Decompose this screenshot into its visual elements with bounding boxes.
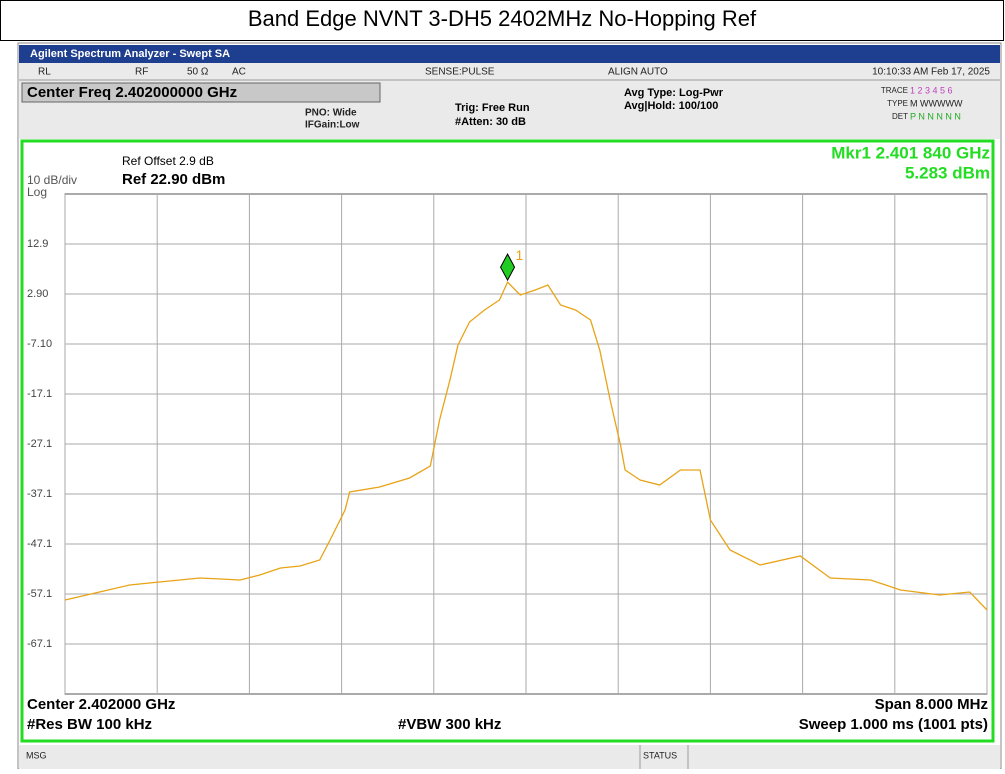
rbw: #Res BW 100 kHz [27, 716, 152, 733]
ref-level: Ref 22.90 dBm [122, 171, 225, 188]
rl: RL [38, 67, 51, 78]
status: STATUS [643, 750, 677, 760]
y-tick-label: 12.9 [27, 238, 48, 250]
avg-type: Avg Type: Log-Pwr [624, 87, 724, 99]
marker-freq: Mkr1 2.401 840 GHz [831, 143, 990, 162]
align: ALIGN AUTO [608, 67, 668, 78]
marker [499, 253, 516, 282]
pno: PNO: Wide [305, 108, 357, 119]
plot: 12.9 2.90 -7.10 -17.1 -27.1 -37.1 -47.1 -57.1 -6… [27, 193, 988, 695]
ifgain: IFGain:Low [305, 120, 360, 131]
type-label: TYPE [887, 99, 908, 108]
avg-hold: Avg|Hold: 100/100 [624, 100, 718, 112]
status-bar [19, 745, 1000, 769]
y-tick-label: -67.1 [27, 638, 52, 650]
marker-level: 5.283 dBm [905, 163, 990, 182]
y-tick-label: 2.90 [27, 288, 48, 300]
trig: Trig: Free Run [455, 102, 530, 114]
det-vals: P N N N N N [910, 111, 961, 121]
y-tick-label: -57.1 [27, 588, 52, 600]
app-bar [19, 45, 1000, 63]
y-tick-label: -47.1 [27, 538, 52, 550]
center-freq-box [21, 82, 381, 103]
datetime: 10:10:33 AM Feb 17, 2025 [872, 67, 990, 78]
y-tick-label: -7.10 [27, 338, 52, 350]
scale: 10 dB/div [27, 173, 77, 187]
y-tick-label: -27.1 [27, 438, 52, 450]
y-tick-label: -37.1 [27, 488, 52, 500]
atten: #Atten: 30 dB [455, 116, 526, 128]
center-freq: Center Freq 2.402000000 GHz [27, 84, 237, 101]
vbw: #VBW 300 kHz [398, 716, 501, 733]
ref-offset: Ref Offset 2.9 dB [122, 154, 214, 168]
title-box [0, 0, 1004, 41]
marker-label: 1 [516, 247, 524, 263]
trace-nums: 1 2 3 4 5 6 [910, 85, 953, 95]
sweep: Sweep 1.000 ms (1001 pts) [799, 716, 988, 733]
coupling: AC [232, 67, 246, 78]
app-title: Agilent Spectrum Analyzer - Swept SA [30, 48, 230, 60]
chart-title: Band Edge NVNT 3-DH5 2402MHz No-Hopping … [248, 6, 757, 31]
center: Center 2.402000 GHz [27, 696, 175, 713]
log: Log [27, 185, 47, 199]
msg: MSG [26, 750, 47, 760]
sense: SENSE:PULSE [425, 67, 495, 78]
trace-label: TRACE [881, 86, 908, 95]
impedance: 50 Ω [187, 67, 209, 78]
det-label: DET [892, 112, 908, 121]
span: Span 8.000 MHz [875, 696, 988, 713]
trace [64, 280, 988, 611]
y-tick-label: -17.1 [27, 388, 52, 400]
rf: RF [135, 67, 148, 78]
display-border [20, 139, 995, 743]
type-vals: M WWWWW [910, 98, 963, 108]
